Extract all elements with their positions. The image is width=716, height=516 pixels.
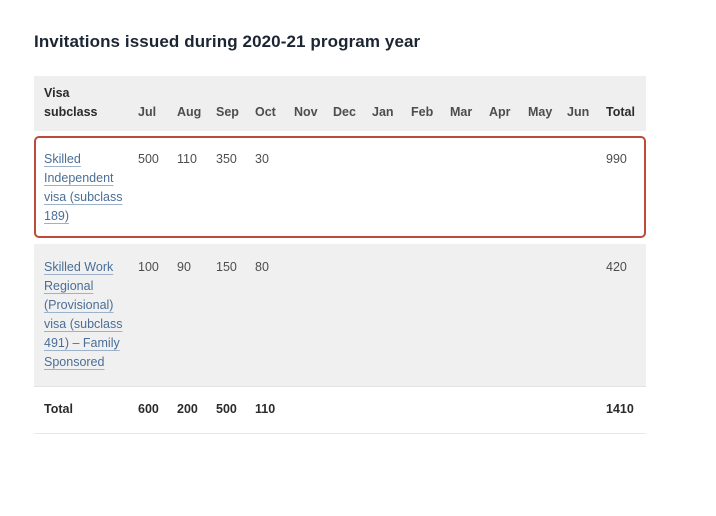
cell-sep: 350 bbox=[216, 152, 237, 166]
cell-jul: 500 bbox=[138, 152, 159, 166]
column-header-jan: Jan bbox=[372, 105, 394, 119]
cell-jul: 100 bbox=[138, 260, 159, 274]
cell-oct: 80 bbox=[255, 260, 269, 274]
column-header-dec: Dec bbox=[333, 105, 356, 119]
cell-total: 420 bbox=[606, 260, 627, 274]
page-title: Invitations issued during 2020-21 progra… bbox=[34, 32, 421, 51]
table-row-highlighted: Skilled Independent visa (subclass 189) 5… bbox=[34, 136, 646, 238]
visa-subclass-link[interactable]: Skilled Work Regional (Provisional) visa… bbox=[44, 260, 123, 369]
column-header-visa-subclass: Visa subclass bbox=[44, 86, 98, 119]
column-header-may: May bbox=[528, 105, 553, 119]
column-header-aug: Aug bbox=[177, 105, 202, 119]
table-row: Skilled Work Regional (Provisional) visa… bbox=[34, 244, 646, 387]
cell-aug: 110 bbox=[177, 152, 197, 166]
cell-oct: 30 bbox=[255, 152, 269, 166]
visa-subclass-cell: Skilled Independent visa (subclass 189) bbox=[44, 150, 138, 226]
total-cell-total: 1410 bbox=[606, 402, 634, 416]
column-header-jun: Jun bbox=[567, 105, 590, 119]
total-cell-oct: 110 bbox=[255, 402, 276, 416]
column-header-nov: Nov bbox=[294, 105, 318, 119]
visa-subclass-cell: Skilled Work Regional (Provisional) visa… bbox=[44, 258, 138, 372]
total-row-label: Total bbox=[44, 402, 73, 416]
table-header-row: Visa subclass Jul Aug Sep Oct Nov Dec Jan Feb Ma… bbox=[34, 76, 646, 131]
invitations-table: Visa subclass Jul Aug Sep Oct Nov Dec Jan Feb Ma… bbox=[34, 76, 646, 434]
column-header-feb: Feb bbox=[411, 105, 434, 119]
cell-total: 990 bbox=[606, 152, 627, 166]
cell-aug: 90 bbox=[177, 260, 191, 274]
column-header-total: Total bbox=[606, 105, 635, 119]
column-header-sep: Sep bbox=[216, 105, 239, 119]
column-header-oct: Oct bbox=[255, 105, 276, 119]
column-header-mar: Mar bbox=[450, 105, 473, 119]
column-header-apr: Apr bbox=[489, 105, 511, 119]
column-header-jul: Jul bbox=[138, 105, 157, 119]
total-cell-jul: 600 bbox=[138, 402, 159, 416]
total-cell-sep: 500 bbox=[216, 402, 237, 416]
table-total-row: Total 600 200 500 110 1410 bbox=[34, 387, 646, 434]
total-cell-aug: 200 bbox=[177, 402, 198, 416]
cell-sep: 150 bbox=[216, 260, 237, 274]
table-body: Skilled Independent visa (subclass 189) 5… bbox=[34, 136, 646, 387]
visa-subclass-link[interactable]: Skilled Independent visa (subclass 189) bbox=[44, 152, 123, 223]
